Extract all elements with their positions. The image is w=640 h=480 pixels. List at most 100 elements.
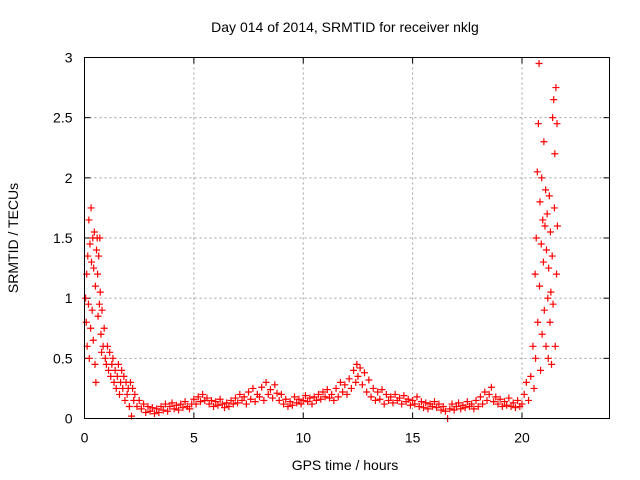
data-point xyxy=(207,396,215,404)
data-point xyxy=(203,394,211,402)
data-point xyxy=(133,402,141,410)
data-point xyxy=(216,395,224,403)
y-tick-labels: 0 0.5 1 1.5 2 2.5 3 xyxy=(53,50,73,427)
data-point xyxy=(532,234,540,242)
data-point xyxy=(157,402,165,410)
data-point xyxy=(120,372,128,380)
data-point xyxy=(116,390,123,398)
data-point xyxy=(101,354,109,362)
data-point xyxy=(476,393,484,401)
data-point xyxy=(321,393,329,401)
data-point xyxy=(111,366,119,374)
data-point xyxy=(503,401,511,409)
grid-lines xyxy=(84,57,610,419)
data-point xyxy=(536,198,544,206)
data-point xyxy=(334,393,342,401)
data-point xyxy=(532,354,540,362)
data-point xyxy=(179,404,187,412)
data-point xyxy=(354,372,362,380)
data-point xyxy=(540,306,548,314)
data-point xyxy=(236,390,244,398)
data-point xyxy=(551,342,559,350)
data-point xyxy=(151,410,158,418)
data-point xyxy=(537,240,545,248)
data-point xyxy=(223,399,231,407)
data-point xyxy=(441,407,449,415)
data-point xyxy=(315,390,323,398)
data-point xyxy=(358,381,366,389)
data-point xyxy=(409,396,417,404)
data-point xyxy=(240,393,248,401)
data-point xyxy=(92,378,100,386)
data-point xyxy=(378,386,386,394)
data-point xyxy=(229,400,237,408)
data-point xyxy=(537,366,545,374)
plot-frame xyxy=(84,57,610,419)
data-point xyxy=(505,394,513,402)
data-point xyxy=(534,318,542,326)
data-point xyxy=(450,406,458,414)
data-point xyxy=(545,264,553,272)
data-point xyxy=(336,378,344,386)
data-point xyxy=(166,402,174,410)
data-point xyxy=(95,252,103,260)
data-point xyxy=(404,395,412,403)
data-point xyxy=(86,240,94,248)
data-point xyxy=(113,372,121,380)
data-point xyxy=(131,390,139,398)
data-point xyxy=(205,400,213,408)
data-point xyxy=(525,396,533,404)
data-point xyxy=(125,402,133,410)
data-point xyxy=(106,348,114,356)
data-point xyxy=(90,264,98,272)
data-point xyxy=(552,84,560,92)
data-point xyxy=(531,270,539,278)
data-point xyxy=(249,384,257,392)
data-point xyxy=(186,405,193,413)
data-point xyxy=(544,354,552,362)
data-point xyxy=(245,388,253,396)
data-point xyxy=(123,390,131,398)
data-point xyxy=(108,360,116,368)
data-point xyxy=(487,383,495,391)
y-tick-label: 0 xyxy=(65,411,73,427)
data-point xyxy=(301,392,309,400)
data-point xyxy=(210,402,218,410)
data-point xyxy=(310,393,318,401)
data-point xyxy=(312,396,320,404)
data-point xyxy=(428,402,436,410)
data-point xyxy=(319,388,327,396)
data-point xyxy=(431,398,438,406)
data-point xyxy=(110,378,118,386)
data-point xyxy=(155,408,163,416)
data-point xyxy=(137,405,145,413)
data-point xyxy=(415,402,423,410)
data-point xyxy=(535,60,543,68)
data-point xyxy=(118,366,126,374)
data-point xyxy=(501,398,508,406)
data-point xyxy=(98,348,106,356)
data-point xyxy=(161,400,169,408)
data-point xyxy=(496,395,504,403)
data-point xyxy=(221,404,228,412)
data-point xyxy=(95,300,103,308)
data-point xyxy=(84,252,92,260)
data-point xyxy=(548,360,556,368)
data-point xyxy=(387,393,395,401)
data-point xyxy=(85,354,93,362)
data-point xyxy=(96,288,104,296)
data-point xyxy=(87,204,95,212)
data-point xyxy=(109,354,117,362)
data-point xyxy=(371,396,379,404)
data-point xyxy=(238,396,246,404)
data-point xyxy=(498,402,506,410)
data-point xyxy=(353,360,361,368)
data-point xyxy=(231,394,239,402)
data-point xyxy=(544,294,552,302)
data-point xyxy=(549,114,557,122)
data-point xyxy=(365,376,373,384)
data-point xyxy=(262,378,270,386)
data-point xyxy=(326,394,333,402)
x-tick-label: 0 xyxy=(81,430,89,446)
data-point xyxy=(382,390,390,398)
